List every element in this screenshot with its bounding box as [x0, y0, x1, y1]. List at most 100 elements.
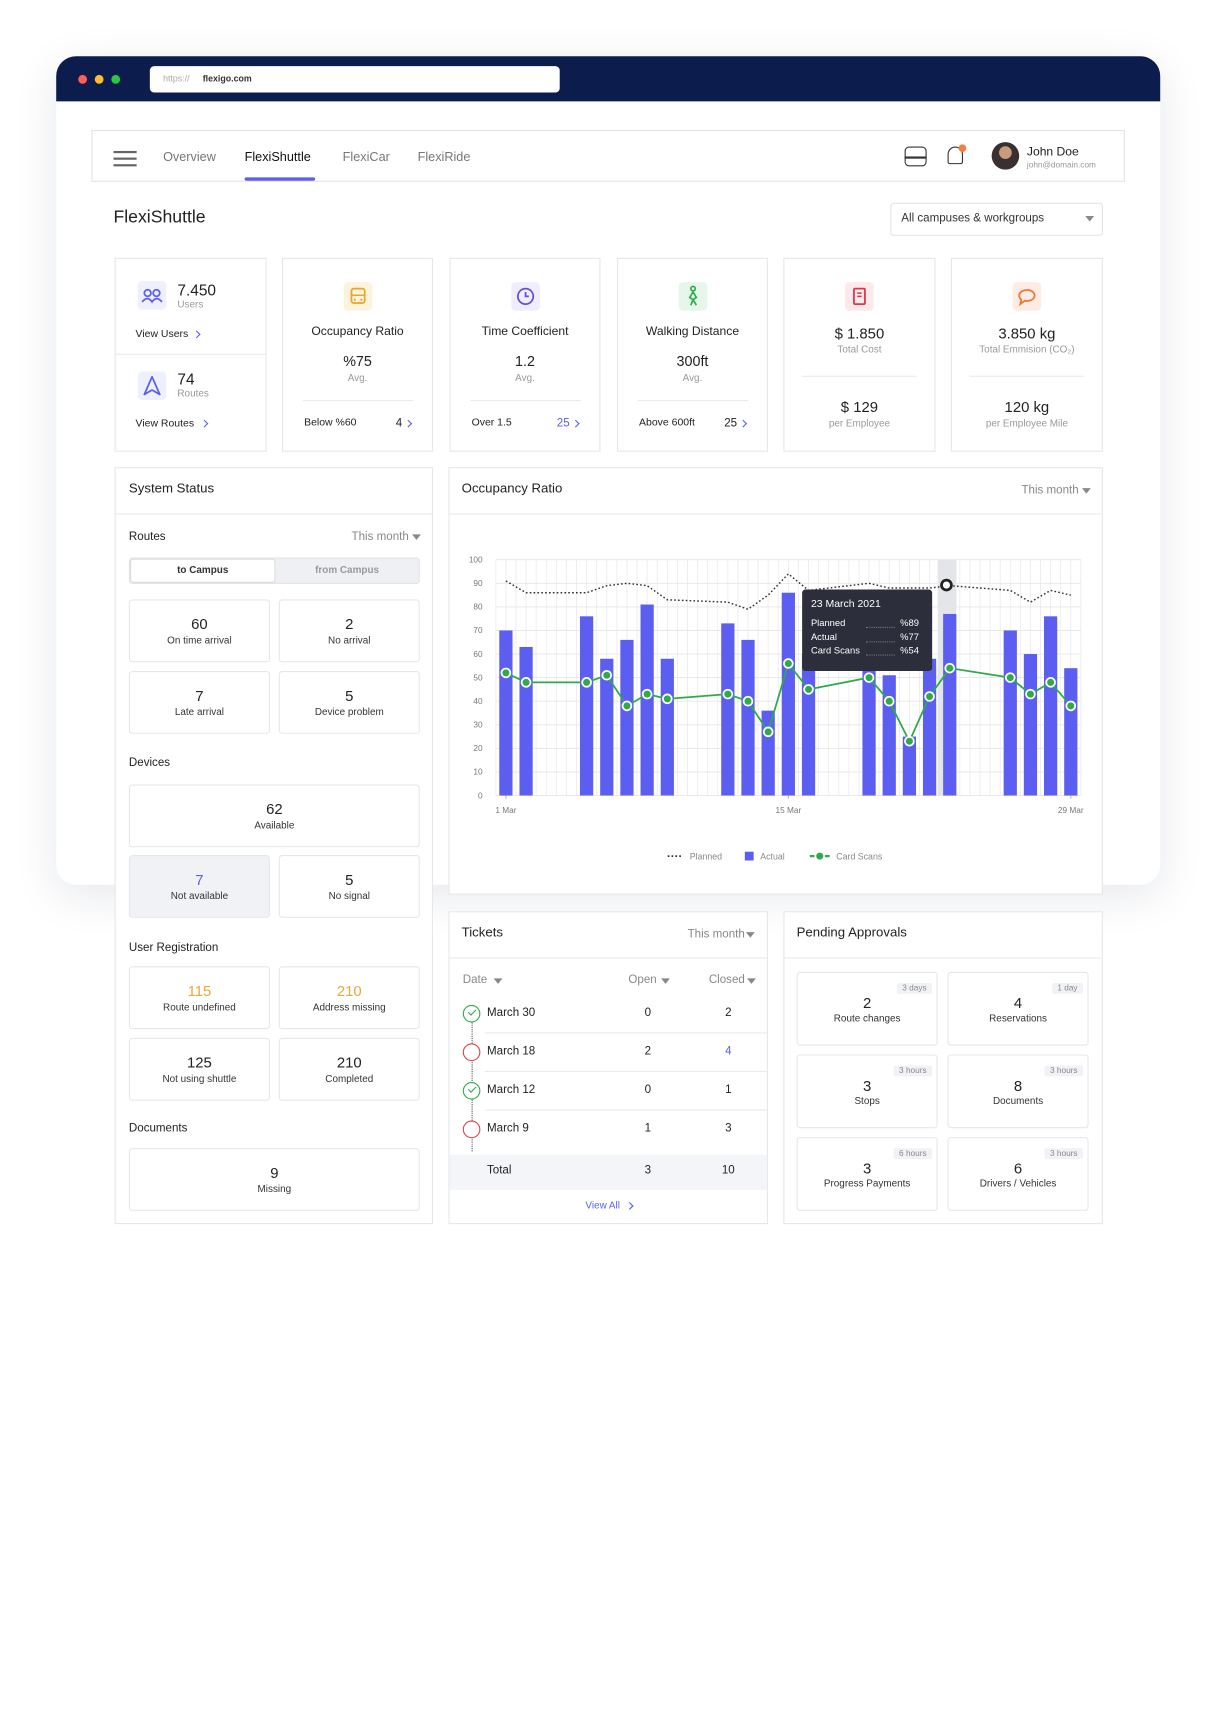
- users-value: 7.450: [177, 280, 217, 299]
- ticket-closed[interactable]: 2: [725, 1006, 732, 1020]
- tile-label: Late arrival: [174, 705, 224, 717]
- column-header[interactable]: Date: [462, 973, 488, 987]
- bell-icon[interactable]: [947, 146, 963, 165]
- period-select[interactable]: This month: [687, 927, 745, 942]
- approval-label: Stops: [854, 1095, 880, 1107]
- kpi-footer-label: Above 600ft: [639, 416, 695, 429]
- section-title: User Registration: [128, 941, 219, 955]
- icon-part: [143, 288, 152, 298]
- period-select[interactable]: This month: [351, 530, 409, 544]
- panel-title: Tickets: [461, 924, 504, 941]
- nav-tab[interactable]: FlexiShuttle: [244, 150, 311, 164]
- url-scheme: https://: [163, 73, 190, 84]
- divider: [637, 399, 749, 402]
- menu-line: [113, 157, 137, 160]
- tooltip: [802, 589, 933, 672]
- ticket-closed[interactable]: 3: [725, 1121, 732, 1136]
- status-tile: [278, 599, 420, 663]
- menu-line: [113, 150, 137, 153]
- user-email: john@domain.com: [1026, 159, 1096, 170]
- nav-tab[interactable]: FlexiCar: [342, 150, 390, 164]
- ticket-open: 2: [644, 1044, 652, 1058]
- status-icon: [462, 1004, 481, 1023]
- icon-glyph: [1018, 289, 1036, 307]
- ticket-date: March 18: [487, 1044, 536, 1058]
- window-dot: [94, 74, 104, 84]
- tile-value: 210: [336, 1054, 362, 1071]
- nav-tab[interactable]: FlexiRide: [417, 150, 471, 164]
- url-bar: [149, 66, 560, 93]
- caret: [747, 978, 756, 984]
- icon-part: [143, 375, 161, 396]
- icon-glyph: [350, 287, 366, 304]
- ticket-date: March 9: [487, 1121, 529, 1136]
- status-tile: [128, 784, 420, 848]
- view-all-link[interactable]: View All: [585, 1200, 620, 1212]
- kpi-footer-label: Over 1.5: [471, 416, 512, 429]
- toggle-option[interactable]: from Campus: [315, 564, 380, 576]
- icon-glyph: [688, 285, 697, 306]
- tooltip-value: %89: [900, 617, 919, 629]
- column-header[interactable]: Closed: [708, 973, 745, 987]
- ticket-closed[interactable]: 1: [725, 1083, 732, 1097]
- ticket-date: March 30: [487, 1006, 536, 1020]
- toggle-option[interactable]: to Campus: [177, 564, 229, 576]
- users-link[interactable]: View Users: [135, 328, 189, 341]
- icon-part: [359, 298, 362, 301]
- section-title: Documents: [128, 1121, 188, 1136]
- avatar[interactable]: [991, 142, 1020, 170]
- ticket-open: 1: [644, 1121, 652, 1136]
- status-tile[interactable]: [128, 855, 270, 918]
- approval-label: Drivers / Vehicles: [979, 1178, 1057, 1190]
- caret: [493, 978, 503, 984]
- divider: [448, 957, 768, 959]
- divider: [470, 399, 581, 402]
- period-select[interactable]: This month: [1021, 483, 1079, 498]
- age-badge: 3 hours: [1044, 1065, 1084, 1077]
- total-closed: 10: [721, 1163, 735, 1177]
- tile-value: 7: [195, 871, 204, 888]
- icon: [1012, 282, 1042, 311]
- kpi-footer-value[interactable]: 25: [724, 416, 738, 430]
- routes-label: Routes: [177, 387, 209, 400]
- tile-label: No signal: [328, 889, 370, 901]
- icon: [678, 282, 707, 311]
- tooltip-label: Actual: [810, 631, 837, 643]
- icon-glyph: [853, 287, 866, 305]
- kpi-sub: Avg.: [347, 372, 368, 384]
- approval-label: Progress Payments: [823, 1178, 911, 1190]
- section-title: Routes: [128, 530, 166, 544]
- users-label: Users: [177, 298, 204, 310]
- ticket-date: March 12: [487, 1083, 536, 1097]
- tooltip-title: 23 March 2021: [810, 598, 881, 611]
- toggle-active[interactable]: [130, 558, 276, 583]
- tile-label: On time arrival: [167, 634, 232, 646]
- tooltip-value: %54: [900, 645, 919, 657]
- ticket-closed[interactable]: 4: [725, 1044, 732, 1058]
- divider: [484, 1032, 768, 1034]
- approval-value: 2: [862, 995, 872, 1012]
- status-icon: [462, 1120, 481, 1139]
- icon: [845, 282, 874, 311]
- filter-dropdown[interactable]: [890, 202, 1103, 236]
- routes-link[interactable]: View Routes: [135, 417, 195, 430]
- total-label: per Employee: [828, 417, 891, 429]
- kpi-footer-value[interactable]: 25: [556, 416, 570, 430]
- kpi-footer-value[interactable]: 4: [395, 416, 403, 430]
- page-title: FlexiShuttle: [113, 207, 206, 227]
- tile-label: Address missing: [312, 1001, 386, 1013]
- window-dot: [78, 74, 88, 84]
- total-label: Total Emmision (CO₂): [979, 343, 1075, 355]
- divider: [448, 513, 1103, 515]
- total-open: 3: [644, 1163, 652, 1177]
- nav-tab[interactable]: Overview: [163, 150, 216, 164]
- icon: [343, 282, 372, 311]
- status-icon: [462, 1043, 481, 1062]
- x-tick-label: 1 Mar: [495, 805, 517, 816]
- kpi-footer-label: Below %60: [304, 416, 357, 429]
- column-header[interactable]: Open: [628, 973, 657, 987]
- panel-title: System Status: [128, 480, 215, 497]
- tile-value: 9: [270, 1164, 279, 1181]
- kpi-title: Time Coefficient: [481, 324, 569, 339]
- approval-label: Documents: [992, 1095, 1044, 1107]
